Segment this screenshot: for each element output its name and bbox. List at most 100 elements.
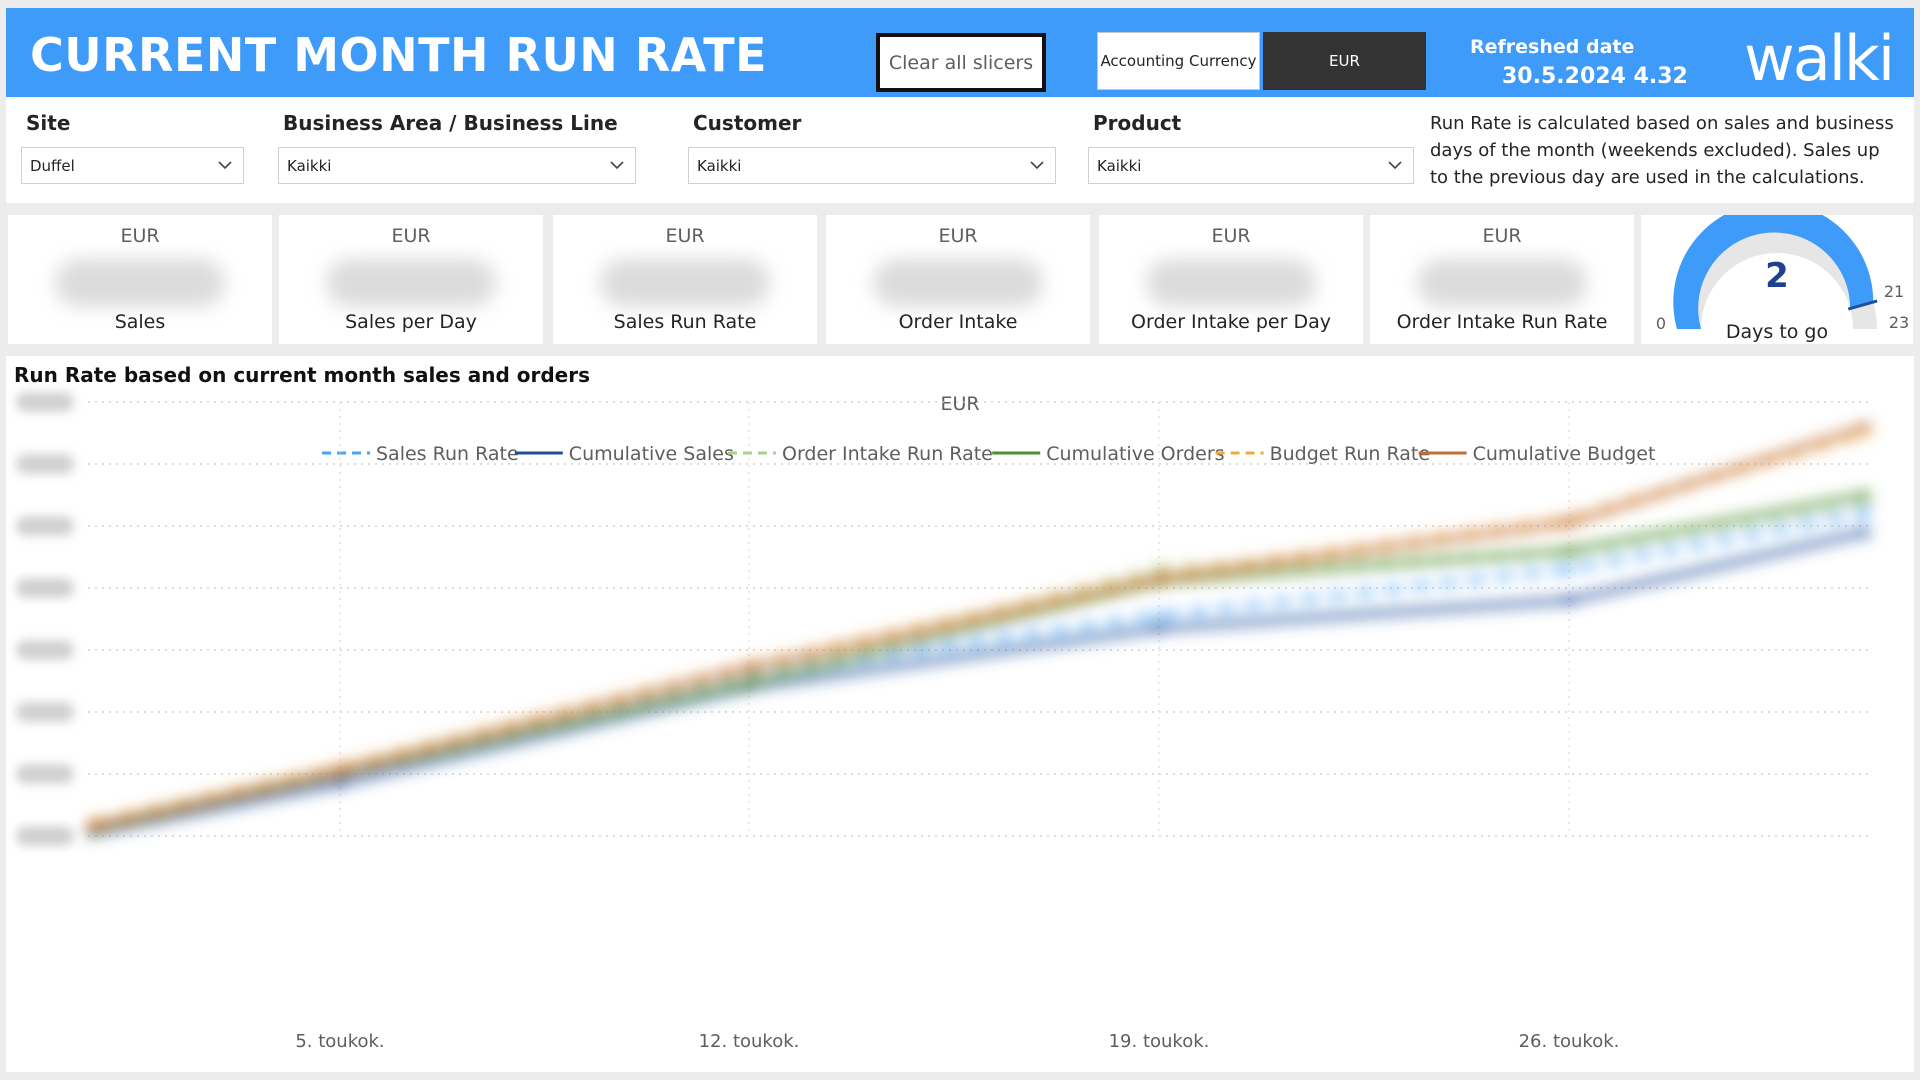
kpi-card-order-intake-per-day: EUR Order Intake per Day (1099, 215, 1363, 344)
gauge-target-label: 21 (1884, 282, 1904, 301)
series-point[interactable] (743, 662, 755, 675)
chevron-down-icon (1030, 161, 1044, 170)
series-point[interactable] (1563, 594, 1575, 607)
series-point[interactable] (334, 764, 346, 777)
eur-currency-toggle[interactable]: EUR (1263, 32, 1426, 90)
legend-item[interactable]: Cumulative Orders (992, 443, 1225, 465)
chart-x-ticks: 5. toukok. 12. toukok. 19. toukok. 26. touk… (295, 1031, 1619, 1052)
series-point[interactable] (1563, 516, 1575, 529)
series-point[interactable] (1153, 622, 1165, 635)
legend-item[interactable]: Budget Run Rate (1215, 443, 1430, 465)
days-to-go-gauge: 2 Days to go 0 23 21 (1656, 202, 1909, 343)
business-area-dropdown-value: Kaikki (287, 156, 332, 175)
customer-dropdown-value: Kaikki (697, 156, 742, 175)
svg-text:walki: walki (1744, 24, 1893, 94)
kpi-card-sales-run-rate: EUR Sales Run Rate (553, 215, 817, 344)
legend-label: Order Intake Run Rate (782, 443, 993, 465)
series-point[interactable] (1860, 489, 1872, 501)
legend-label: Sales Run Rate (376, 443, 519, 465)
gauge-track (1677, 228, 1877, 329)
series-point[interactable] (1860, 526, 1872, 539)
series-point[interactable] (1563, 544, 1575, 557)
series-point[interactable] (1153, 609, 1165, 622)
legend-item[interactable]: Sales Run Rate (322, 443, 519, 465)
run-rate-chart-panel: Run Rate based on current month sales an… (6, 356, 1914, 1072)
kpi-unit: EUR (391, 225, 431, 247)
x-tick-label: 19. toukok. (1109, 1031, 1210, 1052)
y-tick-label-redacted (16, 702, 74, 722)
series-line-cumulative-sales[interactable] (91, 527, 1868, 838)
chart-unit-label: EUR (940, 393, 979, 415)
series-point[interactable] (1860, 507, 1872, 520)
kpi-unit: EUR (665, 225, 705, 247)
kpi-value-redacted (1417, 259, 1587, 307)
header-bar: CURRENT MONTH RUN RATE Clear all slicers… (6, 8, 1914, 97)
site-dropdown-value: Duffel (30, 156, 75, 175)
chart-y-ticks (16, 392, 74, 846)
kpi-value-redacted (873, 259, 1043, 307)
chart-title: Run Rate based on current month sales an… (14, 363, 591, 387)
legend-item[interactable]: Cumulative Budget (1418, 443, 1656, 465)
kpi-card-sales-per-day: EUR Sales per Day (279, 215, 543, 344)
legend-label: Cumulative Orders (1046, 443, 1224, 465)
kpi-label: Sales per Day (345, 311, 477, 333)
chevron-down-icon (218, 161, 232, 170)
kpi-value-redacted (600, 259, 770, 307)
series-point[interactable] (1153, 572, 1165, 585)
refreshed-date-label: Refreshed date (1470, 36, 1635, 58)
customer-dropdown[interactable]: Kaikki (688, 147, 1056, 184)
page-title: CURRENT MONTH RUN RATE (30, 28, 768, 82)
chevron-down-icon (610, 161, 624, 170)
kpi-label: Order Intake Run Rate (1396, 311, 1608, 333)
kpi-unit: EUR (1211, 225, 1251, 247)
kpi-value-redacted (326, 259, 496, 307)
series-point[interactable] (334, 777, 346, 790)
filter-bar: Site Duffel Business Area / Business Lin… (6, 97, 1914, 203)
kpi-card-order-intake: EUR Order Intake (826, 215, 1090, 344)
kpi-value-redacted (55, 259, 225, 307)
series-point[interactable] (1563, 563, 1575, 576)
y-tick-label-redacted (16, 764, 74, 784)
series-point[interactable] (86, 820, 98, 833)
kpi-unit: EUR (1482, 225, 1522, 247)
x-tick-label: 5. toukok. (295, 1031, 384, 1052)
legend-label: Cumulative Sales (569, 443, 734, 465)
y-tick-label-redacted (16, 578, 74, 598)
legend-label: Budget Run Rate (1270, 443, 1430, 465)
business-area-dropdown[interactable]: Kaikki (278, 147, 636, 184)
chart-series-layer (86, 420, 1872, 839)
y-tick-label-redacted (16, 392, 74, 412)
customer-slicer-title: Customer (693, 111, 802, 135)
clear-slicers-button[interactable]: Clear all slicers (876, 33, 1046, 92)
y-tick-label-redacted (16, 516, 74, 536)
run-rate-line-chart: EUR Sales Run Rate Cumulative Sales Order … (16, 392, 1872, 1052)
legend-item[interactable]: Order Intake Run Rate (728, 443, 993, 465)
series-line-cumulative-budget[interactable] (90, 422, 1868, 832)
y-tick-label-redacted (16, 826, 74, 846)
gauge-min-label: 0 (1656, 314, 1666, 333)
walki-logo: walki (1744, 24, 1895, 94)
chevron-down-icon (1388, 161, 1402, 170)
series-point[interactable] (1860, 420, 1872, 433)
site-slicer-title: Site (26, 111, 71, 135)
product-dropdown-value: Kaikki (1097, 156, 1142, 175)
product-dropdown[interactable]: Kaikki (1088, 147, 1414, 184)
kpi-card-order-intake-run-rate: EUR Order Intake Run Rate (1370, 215, 1634, 344)
site-dropdown[interactable]: Duffel (21, 147, 244, 184)
gauge-max-label: 23 (1889, 313, 1909, 332)
x-tick-label: 12. toukok. (699, 1031, 800, 1052)
gauge-fill (1673, 202, 1874, 329)
series-point[interactable] (743, 678, 755, 691)
kpi-label: Order Intake (898, 311, 1018, 333)
gauge-value: 2 (1765, 256, 1789, 296)
kpi-label: Order Intake per Day (1131, 311, 1331, 333)
legend-label: Cumulative Budget (1473, 443, 1656, 465)
y-tick-label-redacted (16, 640, 74, 660)
product-slicer-title: Product (1093, 111, 1182, 135)
x-tick-label: 26. toukok. (1519, 1031, 1620, 1052)
refreshed-date-value: 30.5.2024 4.32 (1502, 64, 1688, 89)
accounting-currency-toggle[interactable]: Accounting Currency (1097, 32, 1260, 90)
kpi-label: Sales (114, 311, 166, 333)
legend-item[interactable]: Cumulative Sales (514, 443, 734, 465)
kpi-unit: EUR (938, 225, 978, 247)
